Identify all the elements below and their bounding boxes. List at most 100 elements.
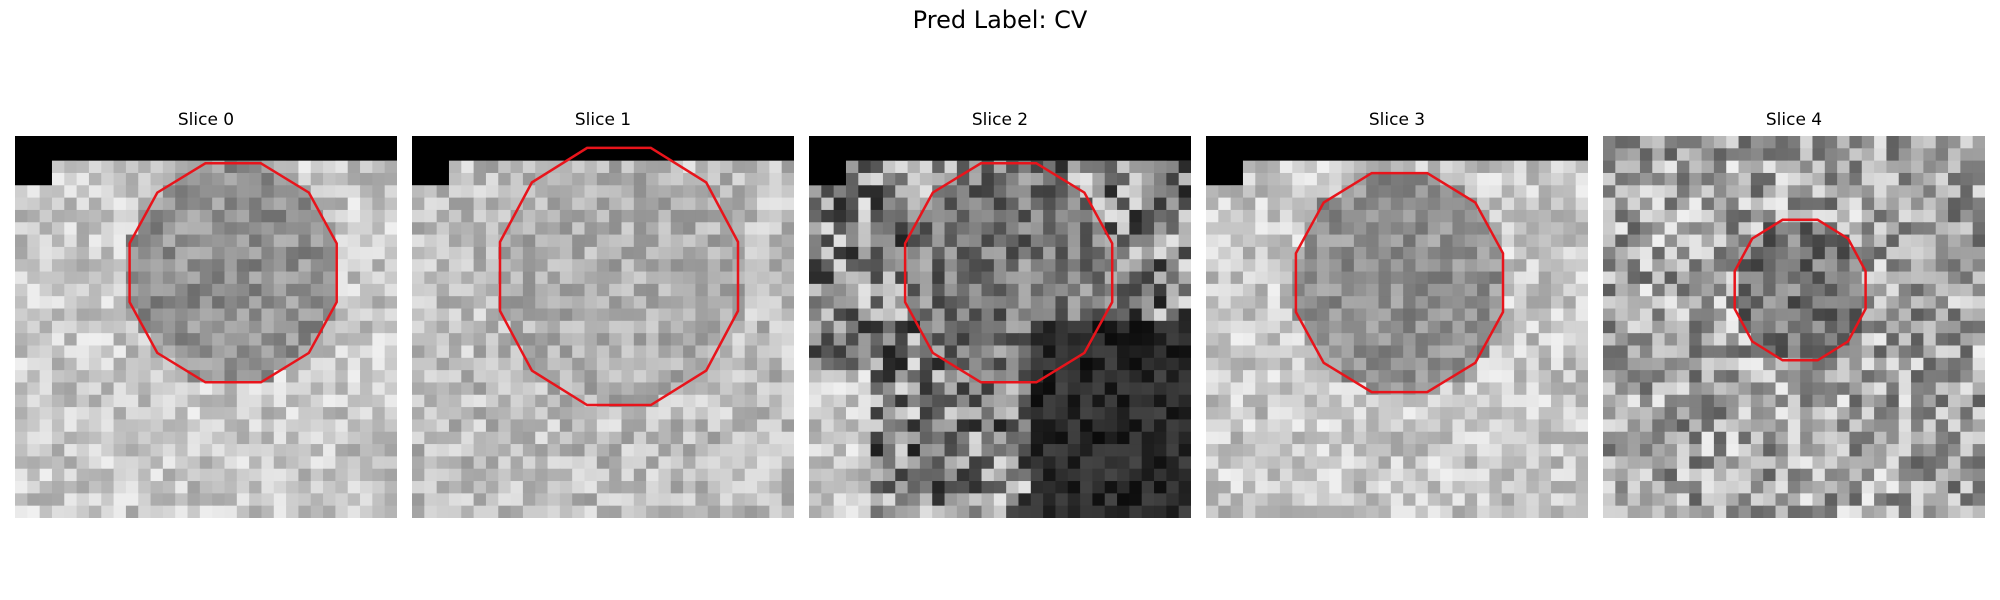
image-pixel — [1911, 246, 1924, 260]
image-pixel — [1464, 234, 1478, 248]
image-pixel — [1526, 296, 1540, 310]
image-pixel — [125, 320, 139, 334]
image-pixel — [1639, 345, 1653, 359]
image-pixel — [51, 419, 65, 433]
image-pixel — [1676, 431, 1690, 445]
image-pixel — [547, 370, 561, 384]
image-pixel — [1750, 444, 1764, 457]
image-pixel — [1117, 160, 1130, 174]
image-pixel — [1018, 283, 1032, 297]
image-pixel — [76, 357, 90, 371]
image-pixel — [1279, 481, 1293, 494]
image-pixel — [298, 382, 312, 396]
image-pixel — [1129, 394, 1143, 408]
image-pixel — [1948, 419, 1961, 433]
image-pixel — [993, 197, 1007, 211]
image-pixel — [101, 308, 115, 322]
image-pixel — [1575, 283, 1588, 297]
image-pixel — [51, 468, 65, 482]
image-pixel — [1787, 431, 1801, 445]
image-pixel — [224, 271, 238, 285]
image-pixel — [981, 259, 995, 273]
image-pixel — [1166, 382, 1180, 396]
image-pixel — [150, 357, 164, 371]
image-pixel — [1960, 246, 1974, 260]
image-pixel — [15, 185, 28, 199]
image-pixel — [1166, 370, 1180, 384]
image-pixel — [907, 394, 921, 408]
image-pixel — [424, 222, 438, 236]
image-pixel — [720, 370, 733, 384]
image-pixel — [1652, 370, 1666, 384]
image-pixel — [1206, 333, 1219, 347]
image-pixel — [1030, 296, 1044, 310]
image-pixel — [436, 185, 450, 199]
image-pixel — [76, 197, 90, 211]
image-pixel — [1676, 185, 1690, 199]
image-pixel — [522, 234, 536, 248]
image-pixel — [1178, 185, 1191, 199]
image-pixel — [1055, 308, 1069, 322]
image-pixel — [1316, 431, 1330, 445]
image-pixel — [572, 444, 586, 457]
image-pixel — [1812, 419, 1826, 433]
image-pixel — [809, 456, 822, 470]
image-pixel — [1575, 394, 1588, 408]
image-pixel — [584, 234, 598, 248]
image-pixel — [845, 197, 859, 211]
image-pixel — [596, 296, 610, 310]
image-pixel — [1775, 394, 1789, 408]
image-pixel — [1526, 456, 1540, 470]
image-pixel — [1861, 283, 1875, 297]
image-pixel — [249, 444, 263, 457]
image-pixel — [1080, 382, 1094, 396]
image-pixel — [1206, 493, 1219, 507]
image-pixel — [1067, 259, 1081, 273]
image-pixel — [522, 468, 536, 482]
image-pixel — [101, 493, 115, 507]
image-pixel — [956, 407, 970, 421]
image-pixel — [956, 333, 970, 347]
image-pixel — [1923, 234, 1937, 248]
image-pixel — [833, 431, 847, 445]
image-pixel — [1366, 320, 1380, 334]
image-pixel — [870, 185, 884, 199]
image-pixel — [547, 209, 561, 223]
image-pixel — [1092, 419, 1106, 433]
image-pixel — [1206, 222, 1219, 236]
image-pixel — [1464, 456, 1478, 470]
image-pixel — [461, 234, 475, 248]
image-pixel — [448, 370, 462, 384]
image-pixel — [1366, 370, 1380, 384]
image-pixel — [781, 357, 794, 371]
slice-title: Slice 2 — [971, 110, 1029, 130]
image-pixel — [101, 382, 115, 396]
image-pixel — [1366, 394, 1380, 408]
image-pixel — [1960, 505, 1974, 518]
image-pixel — [1501, 333, 1515, 347]
image-pixel — [1255, 407, 1269, 421]
image-pixel — [1267, 222, 1281, 236]
image-pixel — [670, 246, 684, 260]
image-pixel — [781, 456, 794, 470]
image-pixel — [360, 444, 373, 457]
image-pixel — [1329, 160, 1343, 174]
image-pixel — [1514, 407, 1527, 421]
image-pixel — [1353, 283, 1367, 297]
image-pixel — [956, 160, 970, 174]
image-pixel — [1378, 222, 1392, 236]
image-pixel — [769, 481, 783, 494]
image-pixel — [461, 172, 475, 186]
image-pixel — [1464, 419, 1478, 433]
image-pixel — [658, 493, 672, 507]
image-pixel — [870, 197, 884, 211]
image-pixel — [1030, 481, 1044, 494]
image-pixel — [1117, 172, 1130, 186]
image-pixel — [1701, 456, 1715, 470]
image-pixel — [658, 246, 672, 260]
image-pixel — [1551, 333, 1564, 347]
image-pixel — [1043, 345, 1057, 359]
image-pixel — [596, 370, 610, 384]
image-pixel — [732, 456, 746, 470]
image-pixel — [1713, 345, 1727, 359]
